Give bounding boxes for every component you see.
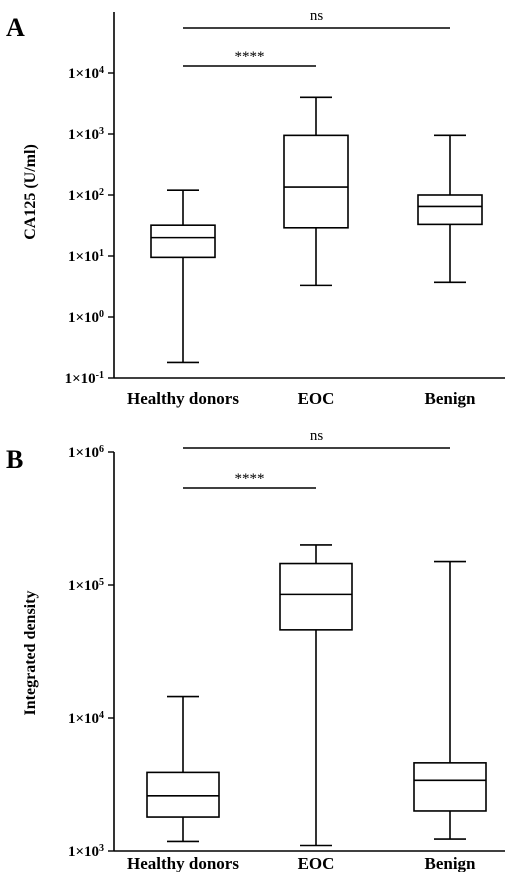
boxplot-eoc [279,544,353,847]
boxplot-healthy-donors [146,695,220,843]
y-axis-label-a: CA125 (U/ml) [22,144,39,240]
significance-label: ns [310,428,324,444]
y-tick-label: 1×100 [68,309,104,327]
box-iqr [279,562,353,631]
x-tick-label: EOC [298,854,335,872]
y-tick-label: 1×103 [68,843,104,861]
x-tick-labels-a: Healthy donors EOC Benign [127,389,476,408]
x-tick-label: Benign [424,854,476,872]
x-tick-label: Healthy donors [127,854,239,872]
significance-bars-a: **** ns [183,8,450,67]
boxplot-benign [417,134,483,284]
x-tick-label: Benign [424,389,476,408]
panel-a: A CA125 (U/ml) 1×10-11×1001×1011×1021×10… [6,8,505,408]
significance-label: ns [310,8,324,24]
boxplots-b [146,544,487,847]
y-tick-label: 1×104 [68,65,104,83]
boxplot-eoc [283,96,349,287]
boxplot-healthy-donors [150,189,216,364]
y-axis-label-b: Integrated density [22,591,39,716]
boxplot-benign [413,560,487,840]
y-tick-label: 1×103 [68,126,104,144]
y-tick-label: 1×102 [68,187,104,205]
x-tick-label: Healthy donors [127,389,239,408]
panel-b: B Integrated density 1×1031×1041×1051×10… [6,428,505,872]
y-tick-label: 1×101 [68,248,104,266]
x-tick-label: EOC [298,389,335,408]
box-iqr [146,771,220,818]
x-tick-labels-b: Healthy donors EOC Benign [127,854,476,872]
y-tick-label: 1×106 [68,444,104,462]
box-iqr [413,762,487,812]
significance-label: **** [235,49,265,65]
y-tick-label: 1×105 [68,577,104,595]
significance-bars-b: **** ns [183,428,450,489]
box-iqr [150,224,216,259]
significance-label: **** [235,471,265,487]
box-iqr [283,134,349,229]
panel-label-a: A [6,13,25,42]
box-iqr [417,194,483,226]
y-ticks-b: 1×103 1×104 1×105 1×106 [68,444,114,861]
y-tick-label: 1×10-1 [65,370,104,388]
panel-label-b: B [6,445,23,474]
y-ticks-a: 1×10-1 1×100 1×101 1×102 1×103 1×104 [65,65,114,388]
y-tick-label: 1×104 [68,710,104,728]
boxplots-a [150,96,483,364]
